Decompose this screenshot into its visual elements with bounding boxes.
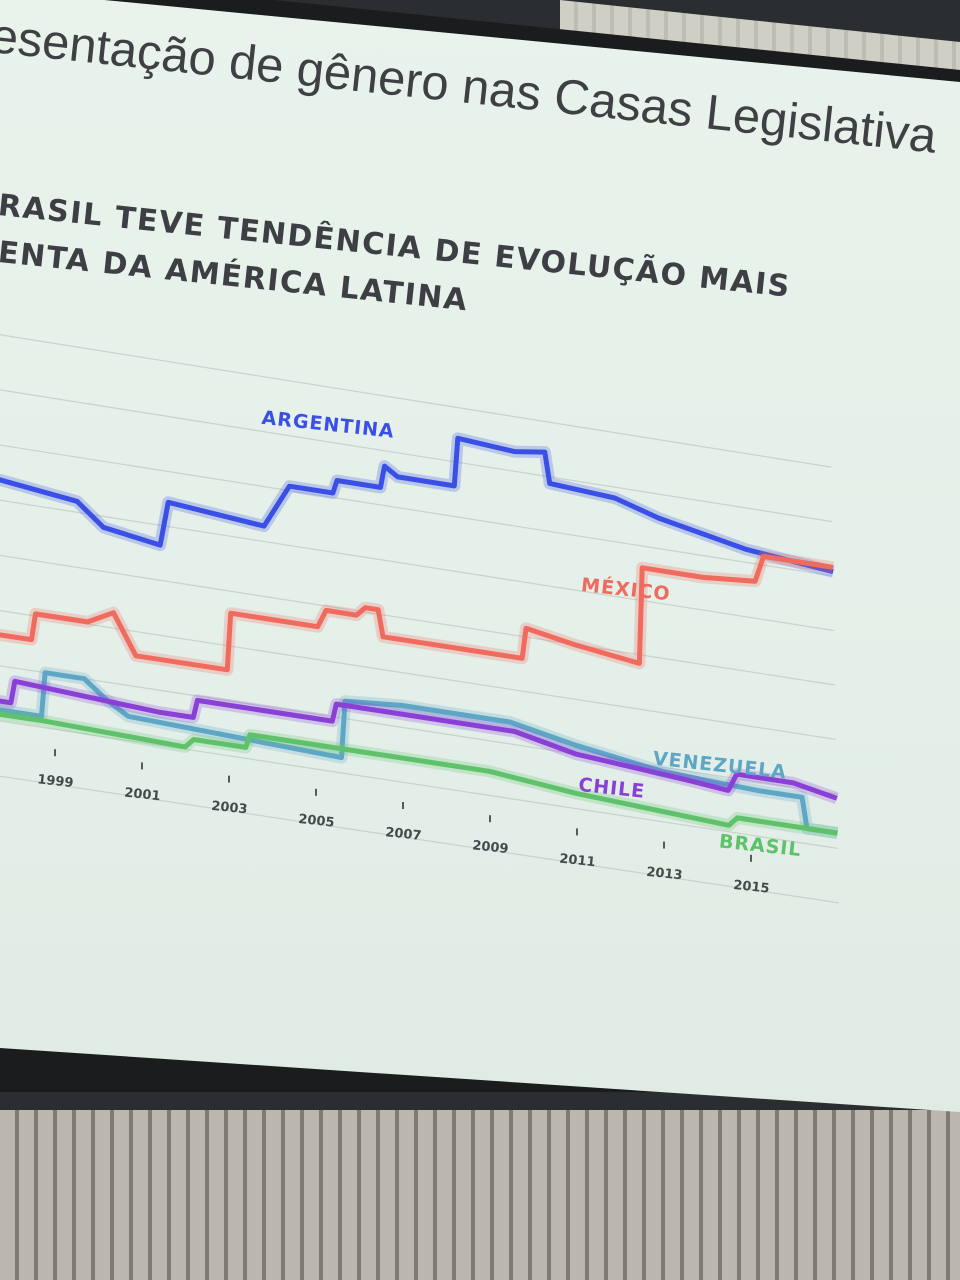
x-tick-label: 2009: [472, 838, 510, 857]
chart-series: [0, 432, 839, 840]
gridline: [0, 494, 835, 632]
series-label-brasil: BRASIL: [718, 831, 803, 862]
series-label-mexico: MÉXICO: [580, 573, 672, 605]
x-tick-label: 2011: [559, 852, 597, 871]
series-glow-mexico: [0, 550, 835, 676]
x-tick-label: 2007: [385, 825, 423, 844]
gridline: [0, 438, 834, 577]
gridline: [0, 770, 839, 904]
x-tick-label: 2001: [124, 786, 162, 805]
gridline: [0, 383, 833, 523]
series-label-argentina: ARGENTINA: [261, 407, 396, 443]
x-tick-label: 2003: [211, 799, 249, 818]
series-line-mexico: [0, 553, 834, 673]
series-glow-argentina: [0, 432, 835, 578]
x-tick-label: 2013: [646, 865, 684, 884]
gridline: [0, 715, 838, 849]
x-tick-label: 2015: [733, 878, 771, 897]
series-line-venezuela: [0, 670, 838, 836]
x-axis-ticks: 7199920012003200520072009201120132015: [37, 749, 771, 897]
series-line-argentina: [0, 435, 834, 575]
series-line-chile: [0, 678, 838, 801]
gridline: [0, 604, 836, 741]
x-tick-label: 1999: [37, 772, 75, 791]
x-tick-label: 2005: [298, 812, 336, 831]
series-line-brasil: [0, 706, 838, 836]
gridline: [0, 327, 832, 468]
chart-gridlines: [0, 327, 839, 904]
gridline: [0, 549, 836, 686]
gridline: [0, 660, 837, 795]
wall-panel-below-screen: [0, 1110, 960, 1280]
